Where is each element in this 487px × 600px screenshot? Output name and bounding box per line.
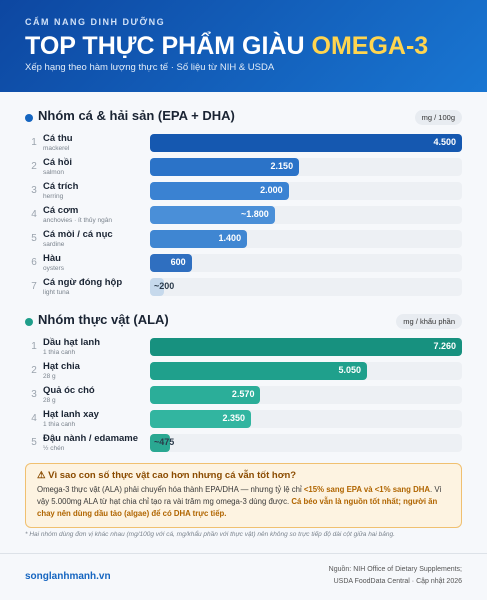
bar-track bbox=[150, 254, 462, 272]
item-name: Cá thu bbox=[43, 133, 73, 144]
rank: 4 bbox=[31, 413, 37, 424]
item-note: 1 thìa canh bbox=[43, 421, 76, 428]
kicker: CẨM NANG DINH DƯỠNG bbox=[25, 17, 166, 27]
rank: 4 bbox=[31, 209, 37, 220]
section-title: Nhóm thực vật (ALA) bbox=[38, 312, 169, 327]
bar bbox=[150, 386, 261, 404]
callout-body: Omega-3 thực vật (ALA) phải chuyển hóa t… bbox=[37, 484, 450, 520]
bar bbox=[150, 206, 275, 224]
callout-emphasis: Cá béo vẫn là nguồn tốt nhất; người ăn c… bbox=[37, 497, 438, 519]
value-label: 600 bbox=[170, 257, 186, 267]
value-label: 5.050 bbox=[338, 365, 362, 375]
value-label: 2.570 bbox=[231, 389, 255, 399]
site[interactable]: songlanhmanh.vn bbox=[25, 571, 111, 582]
item-note: anchovies · ít thủy ngân bbox=[43, 217, 113, 224]
rank: 1 bbox=[31, 137, 37, 148]
item-note: ½ chén bbox=[43, 445, 65, 452]
callout-emphasis: <15% sang EPA và <1% sang DHA bbox=[303, 485, 430, 494]
section-dot bbox=[25, 318, 33, 326]
bar bbox=[150, 278, 164, 296]
item-name: Hạt lanh xay bbox=[43, 409, 99, 420]
bar bbox=[150, 182, 289, 200]
callout-title: ⚠ Vì sao con số thực vật cao hơn nhưng c… bbox=[37, 470, 297, 481]
value-label: ~1.800 bbox=[241, 209, 269, 219]
bar bbox=[150, 134, 462, 152]
rank: 3 bbox=[31, 389, 37, 400]
bar bbox=[150, 410, 251, 428]
rank: 3 bbox=[31, 185, 37, 196]
rank: 2 bbox=[31, 365, 37, 376]
footer-line bbox=[0, 553, 487, 554]
item-note: sardine bbox=[43, 241, 65, 248]
value-label: 1.400 bbox=[218, 233, 242, 243]
rank: 2 bbox=[31, 161, 37, 172]
section-dot bbox=[25, 114, 33, 122]
value-label: 7.260 bbox=[433, 341, 456, 351]
section-title: Nhóm cá & hải sản (EPA + DHA) bbox=[38, 108, 235, 123]
value-label: ~200 bbox=[154, 281, 175, 291]
item-note: herring bbox=[43, 193, 64, 200]
bar-track bbox=[150, 434, 462, 452]
title: TOP THỰC PHẨM GIÀU OMEGA-3 bbox=[25, 32, 428, 61]
header bbox=[0, 0, 487, 92]
bar bbox=[150, 338, 462, 356]
item-name: Đậu nành / edamame bbox=[43, 433, 139, 444]
item-note: light tuna bbox=[43, 289, 70, 296]
callout-text: . Vì vậy 5.000mg ALA từ hạt chia chỉ tạo… bbox=[37, 485, 442, 507]
source: Nguồn: NIH Office of Dietary Supplements… bbox=[328, 566, 462, 573]
callout: ⚠ Vì sao con số thực vật cao hơn nhưng c… bbox=[25, 463, 462, 528]
value-label: 2.000 bbox=[260, 185, 283, 195]
callout-text: Omega-3 thực vật (ALA) phải chuyển hóa t… bbox=[37, 485, 304, 494]
item-note: salmon bbox=[43, 169, 64, 176]
rank: 5 bbox=[31, 233, 37, 244]
item-name: Cá ngừ đóng hộp bbox=[43, 277, 123, 288]
value-label: 2.150 bbox=[270, 161, 294, 171]
bar bbox=[150, 230, 248, 248]
rank: 1 bbox=[31, 341, 37, 352]
item-note: mackerel bbox=[43, 145, 70, 152]
value-label: 2.350 bbox=[222, 413, 245, 423]
item-note: 1 thìa canh bbox=[43, 349, 76, 356]
rank: 5 bbox=[31, 437, 37, 448]
subtitle: Xếp hạng theo hàm lượng thực tế · Số liệ… bbox=[25, 62, 275, 73]
value-label: 4.500 bbox=[433, 137, 456, 147]
title-highlight: OMEGA-3 bbox=[311, 32, 429, 60]
bar bbox=[150, 434, 171, 452]
title-main: TOP THỰC PHẨM GIÀU bbox=[25, 32, 305, 60]
item-name: Dầu hạt lanh bbox=[43, 337, 101, 348]
item-name: Hàu bbox=[43, 253, 61, 264]
bar bbox=[150, 362, 368, 380]
bar bbox=[150, 158, 300, 176]
unit-badge: mg / 100g bbox=[414, 110, 462, 125]
rank: 7 bbox=[31, 281, 37, 292]
source: USDA FoodData Central · Cập nhật 2026 bbox=[333, 578, 462, 585]
item-name: Cá trích bbox=[43, 181, 79, 192]
item-note: 28 g bbox=[43, 373, 56, 380]
item-name: Hạt chia bbox=[43, 361, 80, 372]
bar-track bbox=[150, 278, 462, 296]
value-label: ~475 bbox=[154, 437, 175, 447]
item-note: 28 g bbox=[43, 397, 56, 404]
rank: 6 bbox=[31, 257, 37, 268]
item-name: Cá hồi bbox=[43, 157, 73, 168]
item-name: Cá mòi / cá nục bbox=[43, 229, 113, 240]
item-name: Quả óc chó bbox=[43, 385, 95, 396]
unit-badge: mg / khẩu phần bbox=[396, 314, 462, 329]
bar bbox=[150, 254, 192, 272]
item-name: Cá cơm bbox=[43, 205, 79, 216]
footnote: * Hai nhóm dùng đơn vị khác nhau (mg/100… bbox=[25, 531, 395, 538]
item-note: oysters bbox=[43, 265, 64, 272]
